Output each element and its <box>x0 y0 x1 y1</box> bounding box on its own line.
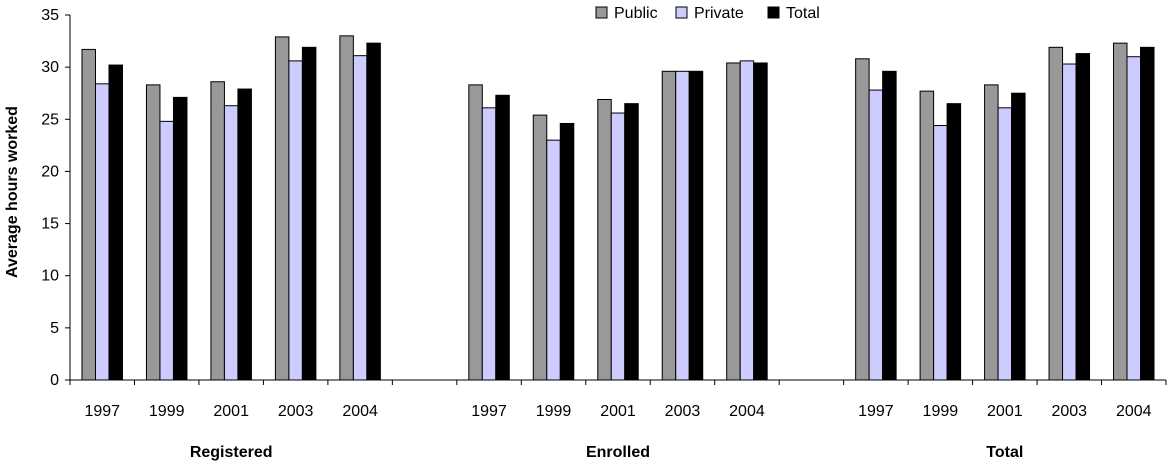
bar-total-registered-1997 <box>108 64 123 381</box>
x-category-label: 1999 <box>536 403 572 420</box>
x-category-label: 2003 <box>1051 403 1087 420</box>
x-category-label: 2001 <box>600 403 636 420</box>
x-category-label: 2004 <box>1116 403 1152 420</box>
bar-public-registered-1999 <box>145 84 161 381</box>
x-category-label: 2004 <box>729 403 765 420</box>
x-category-label: 2001 <box>987 403 1023 420</box>
bar-total-enrolled-2004 <box>753 62 768 381</box>
legend-swatch-public <box>595 6 608 19</box>
bar-private-total-2001 <box>997 107 1013 381</box>
bar-private-total-2004 <box>1126 56 1142 381</box>
y-tick-label: 0 <box>50 372 59 389</box>
bar-private-enrolled-2003 <box>675 70 690 381</box>
bar-private-registered-2001 <box>223 105 239 381</box>
bar-total-registered-2001 <box>237 88 252 381</box>
bar-private-total-1999 <box>933 125 948 381</box>
bar-public-total-1999 <box>919 90 935 381</box>
bar-public-enrolled-2001 <box>597 98 612 381</box>
bar-total-enrolled-1997 <box>495 94 510 381</box>
legend-label-public: Public <box>614 5 658 22</box>
bar-public-enrolled-1999 <box>532 114 548 381</box>
y-tick-label: 25 <box>41 111 59 128</box>
bar-total-registered-1999 <box>172 96 188 381</box>
bar-private-registered-2003 <box>288 60 303 381</box>
bar-public-enrolled-2003 <box>661 70 677 381</box>
bar-private-registered-2004 <box>352 55 368 381</box>
bar-public-total-1997 <box>855 58 870 381</box>
bar-private-total-2003 <box>1062 63 1077 381</box>
legend-label-total: Total <box>786 5 820 22</box>
x-category-label: 2004 <box>342 403 378 420</box>
bar-total-total-2001 <box>1011 92 1026 381</box>
y-tick-label: 5 <box>50 320 59 337</box>
bar-private-registered-1999 <box>159 120 174 381</box>
bar-total-enrolled-2001 <box>624 103 639 381</box>
bar-public-total-2003 <box>1048 46 1064 381</box>
x-category-label: 1997 <box>858 403 894 420</box>
legend-swatch-private <box>675 6 688 19</box>
bar-private-enrolled-1999 <box>546 139 561 381</box>
x-category-label: 1997 <box>471 403 507 420</box>
bar-public-enrolled-2004 <box>726 62 741 381</box>
bar-total-enrolled-1999 <box>559 122 575 381</box>
bar-private-enrolled-2001 <box>610 112 626 381</box>
y-tick-label: 10 <box>41 268 59 285</box>
x-category-label: 1997 <box>84 403 120 420</box>
bar-private-enrolled-1997 <box>481 107 497 381</box>
bar-total-registered-2004 <box>366 42 381 381</box>
bar-total-enrolled-2003 <box>688 70 704 381</box>
bar-public-registered-2003 <box>274 36 290 381</box>
bar-total-total-2003 <box>1075 53 1091 381</box>
x-category-label: 1999 <box>149 403 185 420</box>
y-axis-title: Average hours worked <box>4 106 21 278</box>
y-tick-label: 20 <box>41 163 59 180</box>
bar-public-total-2001 <box>984 84 999 381</box>
legend-swatch-total <box>767 6 780 19</box>
x-category-label: 2003 <box>665 403 701 420</box>
bar-public-registered-2004 <box>339 35 354 381</box>
bar-total-registered-2003 <box>301 46 317 381</box>
bar-public-total-2004 <box>1113 42 1128 381</box>
bar-total-total-1997 <box>882 70 897 381</box>
x-category-label: 1999 <box>923 403 959 420</box>
legend: Public Private Total <box>595 5 820 22</box>
y-tick-label: 15 <box>41 216 59 233</box>
bar-private-enrolled-2004 <box>739 60 755 381</box>
bar-private-registered-1997 <box>94 83 110 381</box>
bar-private-total-1997 <box>868 89 884 381</box>
bar-public-registered-2001 <box>210 81 225 381</box>
group-label-total: Total <box>986 444 1023 461</box>
bar-total-total-2004 <box>1140 46 1155 381</box>
group-label-enrolled: Enrolled <box>586 444 650 461</box>
x-category-label: 2001 <box>213 403 249 420</box>
y-tick-label: 30 <box>41 59 59 76</box>
x-category-label: 2003 <box>278 403 314 420</box>
bar-public-enrolled-1997 <box>468 84 483 381</box>
group-label-registered: Registered <box>190 444 273 461</box>
y-tick-label: 35 <box>41 7 59 24</box>
bar-total-total-1999 <box>946 103 962 381</box>
legend-label-private: Private <box>694 5 744 22</box>
bar-public-registered-1997 <box>81 48 96 381</box>
